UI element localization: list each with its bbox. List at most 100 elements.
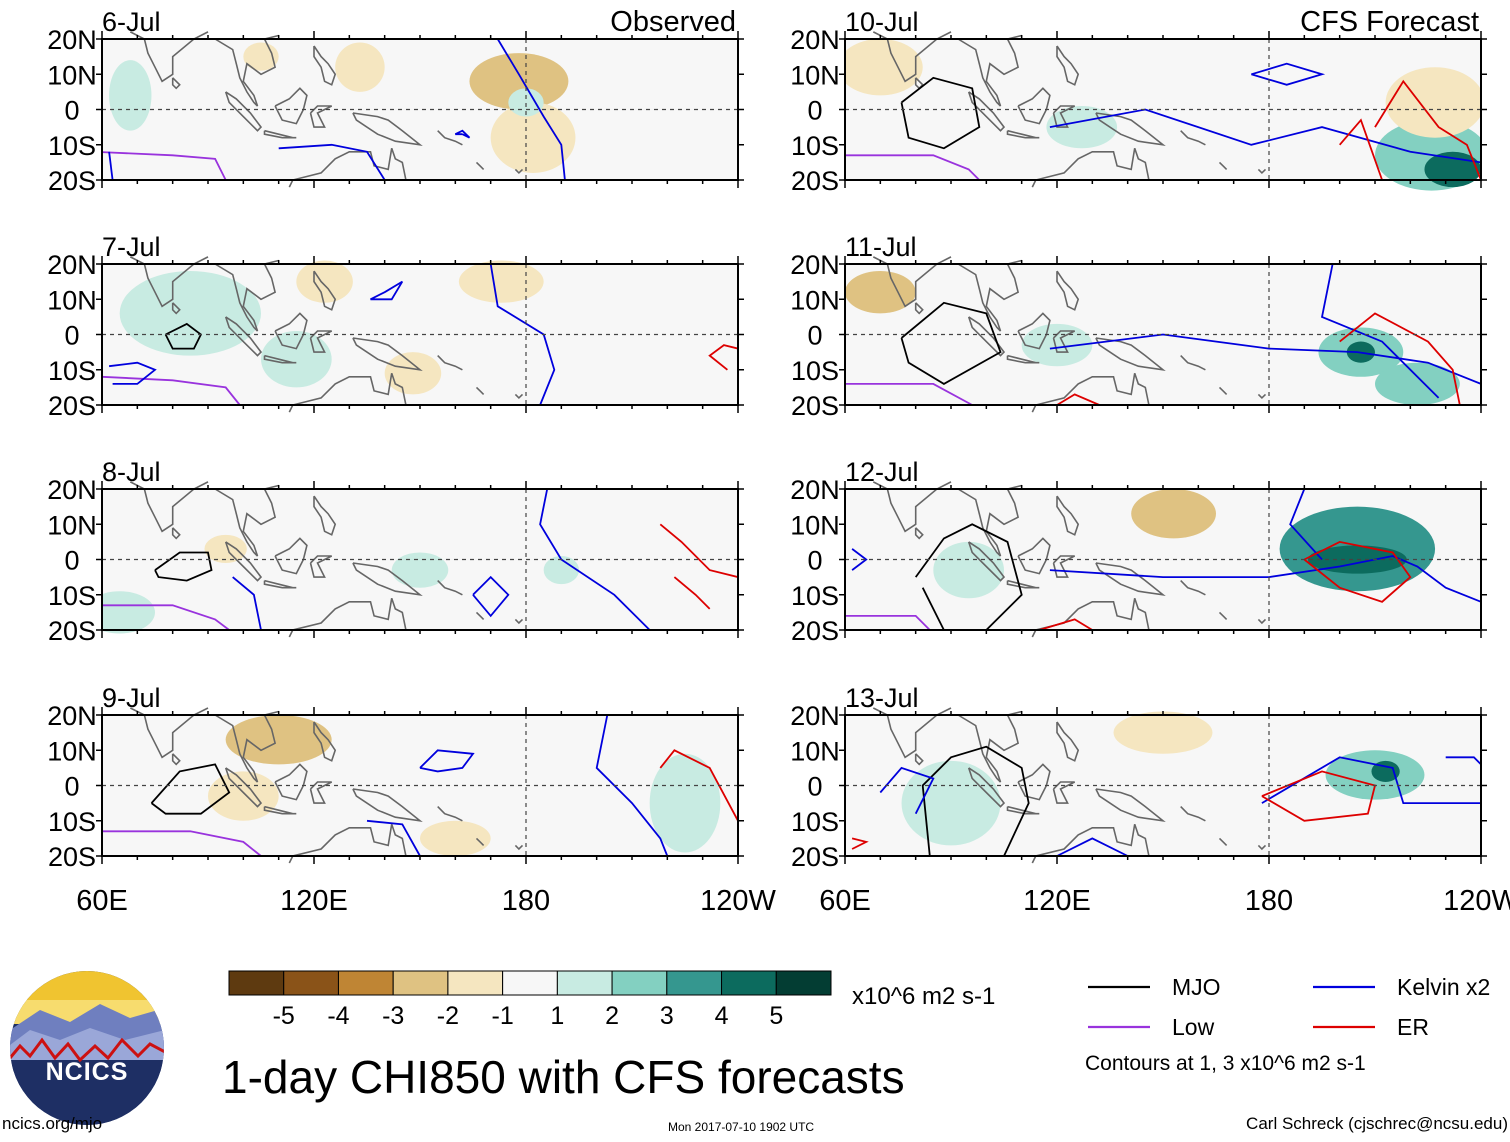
coastline — [214, 484, 279, 557]
coastline — [224, 91, 263, 132]
ncics-logo: NCICS — [10, 971, 164, 1125]
y-tick-label: 0 — [807, 96, 822, 126]
anomaly-blob — [119, 271, 262, 356]
kelvin-contour — [419, 749, 475, 773]
anomaly-blob — [420, 820, 491, 856]
timestamp: Mon 2017-07-10 1902 UTC — [668, 1120, 815, 1134]
coastline — [1052, 555, 1076, 578]
colorbar-tick-label: -5 — [273, 1002, 295, 1030]
y-tick-label: 20N — [790, 701, 840, 731]
panel-date: 12-Jul — [845, 457, 919, 487]
panel-12-Jul: 20N 10N 0 10S 20S 12-Jul — [790, 457, 1487, 646]
y-tick-label: 0 — [807, 772, 822, 802]
colorbar-tick-label: -1 — [492, 1002, 514, 1030]
anomaly-blob — [933, 541, 1005, 599]
coastline — [1218, 837, 1228, 846]
coastline — [437, 355, 463, 371]
coastline — [957, 259, 1022, 332]
coastline — [1218, 386, 1228, 395]
colorbar-swatch — [666, 970, 723, 996]
y-tick-label: 0 — [64, 321, 79, 351]
coastline — [967, 767, 1006, 808]
kelvin-contour — [1320, 263, 1440, 399]
coastline — [214, 259, 279, 332]
y-tick-label: 10N — [47, 60, 97, 90]
y-tick-label: 20N — [47, 250, 97, 280]
mjo-contour — [914, 523, 1023, 631]
x-tick-label: 180 — [502, 885, 550, 917]
y-tick-label: 0 — [807, 321, 822, 351]
coastline — [313, 45, 337, 86]
panel-8-Jul: 20N 10N 0 10S 20S 8-Jul — [47, 457, 744, 646]
colorbar-units: x10^6 m2 s-1 — [852, 983, 996, 1010]
coastline — [263, 129, 297, 139]
y-tick-label: 20S — [48, 616, 96, 646]
coastline — [224, 541, 263, 582]
kelvin-contour — [1049, 555, 1481, 603]
panel-label: CFS Forecast — [1300, 6, 1479, 38]
coastline — [957, 710, 1022, 783]
coastline — [1180, 355, 1206, 371]
y-tick-label: 10S — [48, 131, 96, 161]
coastline — [274, 763, 308, 801]
kelvin-contour — [1251, 62, 1326, 86]
coastline — [967, 316, 1006, 357]
coastline — [129, 256, 209, 308]
anomaly-blob — [845, 271, 916, 314]
y-tick-label: 20N — [790, 25, 840, 55]
coastline — [274, 537, 308, 575]
y-tick-label: 20N — [47, 475, 97, 505]
colorbar-swatch — [392, 970, 449, 996]
coastline — [171, 753, 181, 766]
coastline — [1017, 312, 1051, 350]
anomaly-blob — [109, 60, 152, 131]
legend-label: Low — [1172, 1014, 1215, 1040]
panel-label: Observed — [610, 6, 736, 38]
anomaly-blob — [458, 260, 544, 303]
anomaly-blob — [204, 534, 247, 564]
coastline — [1095, 337, 1166, 372]
anomaly-blob — [1371, 760, 1400, 782]
coastline — [1031, 824, 1150, 864]
site-link[interactable]: ncics.org/mjo — [2, 1114, 103, 1133]
mjo-contour — [900, 76, 981, 150]
y-tick-label: 0 — [64, 772, 79, 802]
coastline — [313, 495, 337, 536]
y-tick-label: 10N — [790, 736, 840, 766]
colorbar-swatch — [447, 970, 504, 996]
coastline — [313, 270, 337, 311]
coastline — [1017, 87, 1051, 125]
anomaly-blob — [1385, 67, 1481, 138]
coastline — [1052, 781, 1076, 804]
coastline — [309, 555, 333, 578]
colorbar-swatch — [611, 970, 668, 996]
coastline — [214, 710, 279, 783]
y-tick-label: 10S — [48, 581, 96, 611]
coastline — [288, 373, 407, 413]
colorbar-swatch — [775, 970, 832, 996]
coastline — [274, 87, 308, 125]
colorbar-swatch — [283, 970, 339, 996]
kelvin-contour — [496, 38, 566, 181]
colorbar-tick-label: 5 — [769, 1002, 783, 1030]
coastline — [1257, 393, 1267, 400]
y-tick-label: 10N — [790, 510, 840, 540]
er-contour — [1303, 540, 1412, 603]
er-contour — [1039, 618, 1093, 631]
panel-background — [102, 39, 738, 180]
coastline — [313, 721, 337, 762]
low-contour — [845, 154, 980, 181]
y-tick-label: 20S — [791, 391, 839, 421]
panel-date: 7-Jul — [102, 232, 161, 262]
coastline — [352, 337, 423, 372]
anomaly-blob — [1046, 105, 1118, 149]
er-contour — [1339, 312, 1461, 406]
er-contour — [659, 749, 738, 856]
coastline — [352, 788, 423, 823]
y-tick-label: 10S — [791, 131, 839, 161]
er-contour — [851, 837, 869, 850]
x-tick-label: 60E — [819, 885, 871, 917]
coastline — [514, 618, 524, 625]
x-tick-label: 120E — [1023, 885, 1091, 917]
x-tick-label: 120E — [280, 885, 348, 917]
